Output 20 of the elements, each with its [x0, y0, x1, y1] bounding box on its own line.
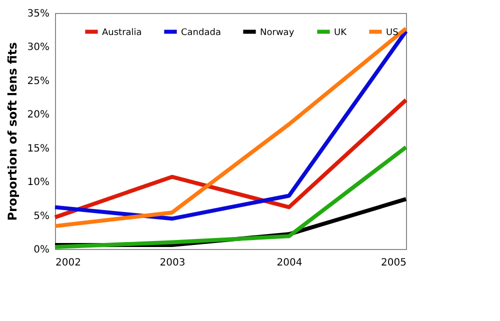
y-tick-label: 15% [27, 143, 50, 154]
y-tick-label: 10% [27, 177, 50, 188]
x-tick-label: 2003 [160, 258, 186, 268]
y-tick-label: 20% [27, 110, 50, 121]
line-series [53, 145, 408, 249]
line-series [53, 98, 408, 220]
legend-label: UK [334, 28, 348, 38]
y-tick-label: 5% [34, 210, 50, 222]
legend-label: Norway [260, 28, 295, 38]
y-tick-label: 25% [27, 76, 50, 87]
x-tick-label: 2005 [381, 258, 406, 268]
y-tick-label: 30% [27, 42, 50, 54]
legend-label: US [386, 28, 399, 38]
y-tick-label: 35% [27, 8, 50, 20]
y-tick-label: 0% [34, 244, 50, 256]
x-tick-label: 2002 [56, 258, 81, 268]
x-tick-label: 2004 [276, 258, 302, 268]
y-axis-title: Proportion of soft lens fits [5, 42, 20, 221]
legend-label: Candada [181, 28, 221, 38]
legend-label: Australia [102, 28, 142, 38]
